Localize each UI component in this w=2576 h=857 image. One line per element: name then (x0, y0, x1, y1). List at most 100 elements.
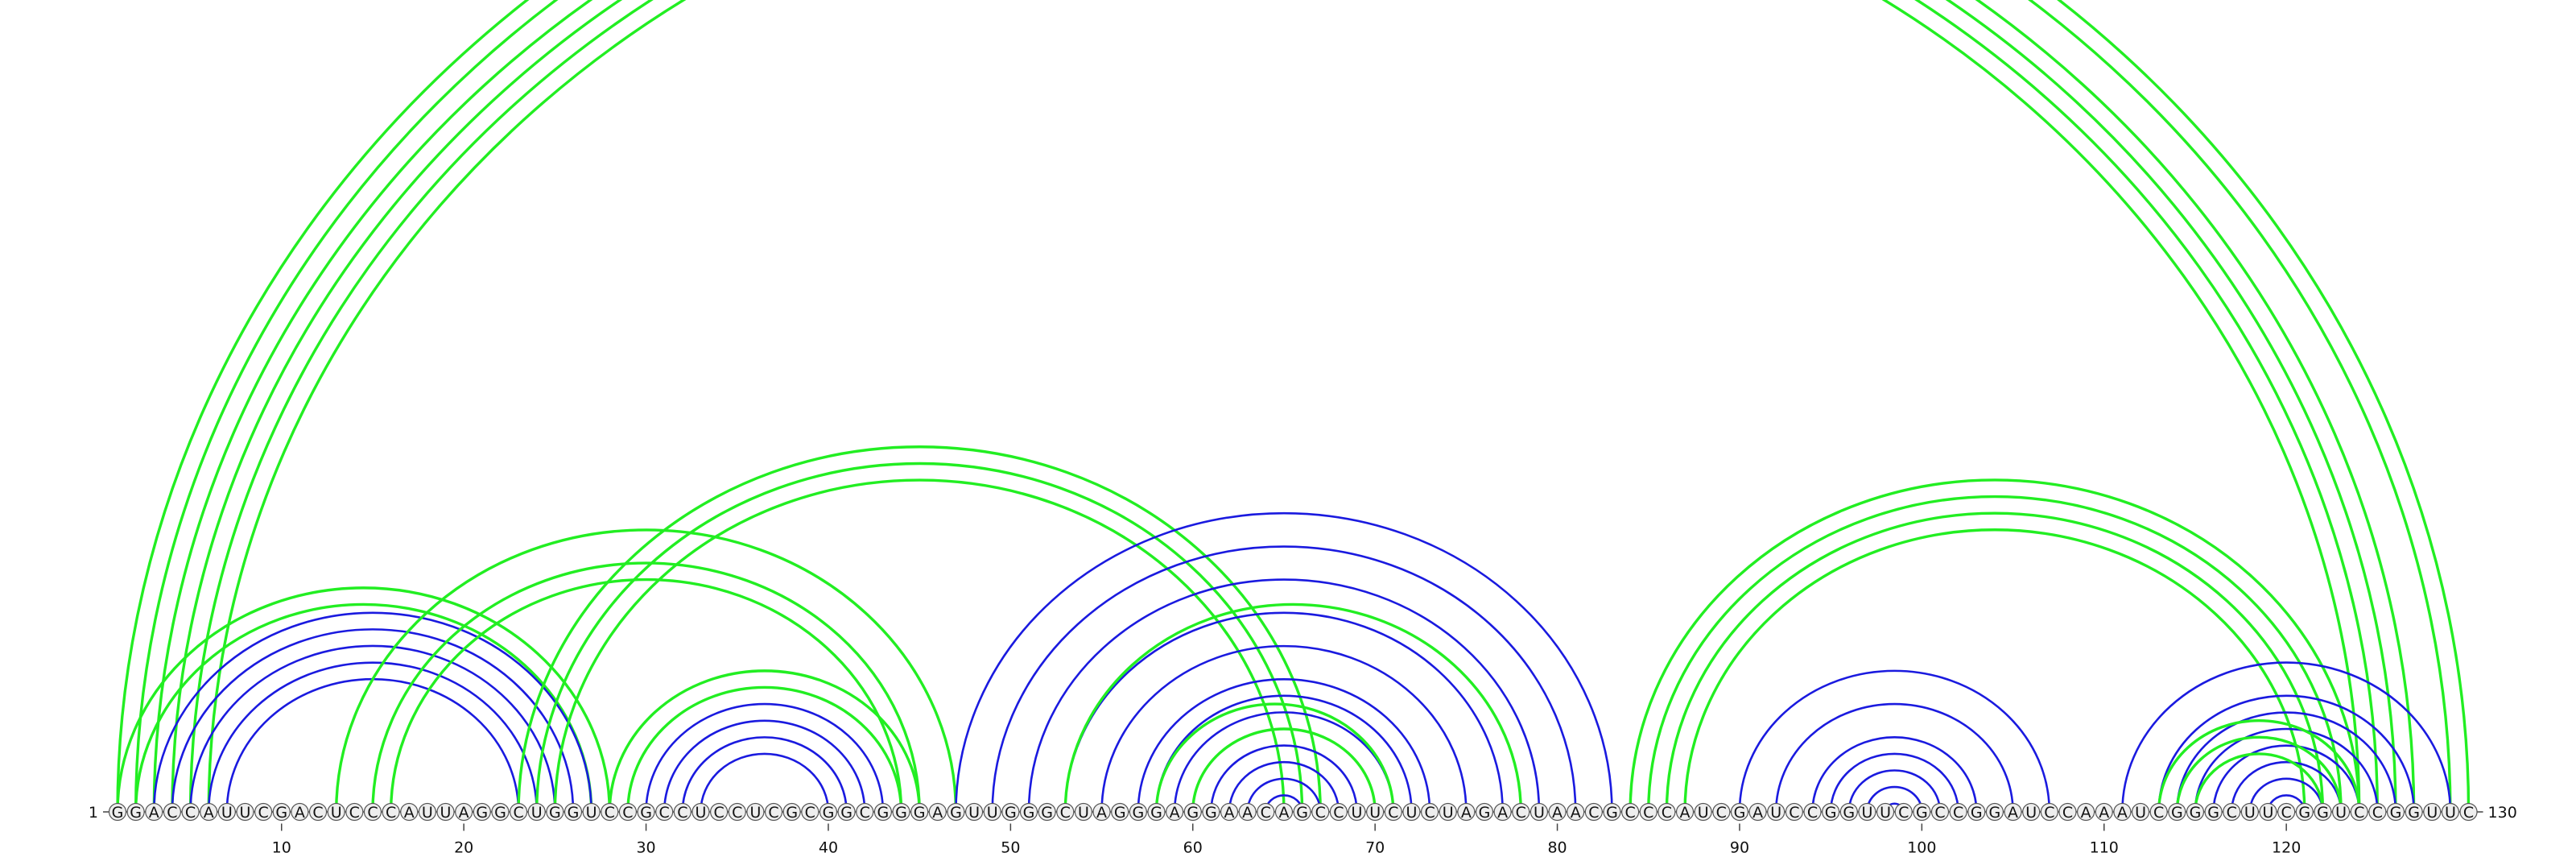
nucleotide-letter: C (1807, 804, 1818, 822)
nucleotide-19: U (436, 802, 455, 822)
nucleotide-letter: U (1861, 804, 1872, 822)
start-label: 1 (89, 804, 98, 822)
nucleotide-circle (473, 802, 491, 822)
nucleotide-circle (1238, 802, 1257, 822)
nucleotide-circle (163, 802, 182, 822)
nucleotide-letter: G (1187, 804, 1199, 822)
nucleotide-letter: A (149, 804, 159, 822)
base-pair-arc-47-83 (955, 511, 1613, 813)
nucleotide-letter: C (1934, 804, 1945, 822)
nucleotide-letter: U (1443, 804, 1454, 822)
nucleotide-10: G (272, 802, 291, 822)
nucleotide-15: C (363, 802, 382, 822)
base-pair-arc-16-44 (389, 578, 903, 813)
base-pair-arc-87-121 (1683, 528, 2306, 813)
base-pair-arc-1-28 (116, 586, 611, 813)
nucleotide-28: C (601, 802, 619, 822)
axis-tick-label: 70 (1365, 839, 1385, 857)
nucleotide-letter: U (987, 804, 998, 822)
nucleotide-letter: A (1680, 804, 1690, 822)
nucleotide-letter: A (1242, 804, 1253, 822)
nucleotide-letter: U (2135, 804, 2146, 822)
nucleotide-letter: A (1752, 804, 1763, 822)
nucleotide-29: C (618, 802, 638, 822)
nucleotide-104: G (1985, 802, 2004, 822)
nucleotide-circle (856, 802, 874, 822)
nucleotide-38: G (782, 802, 801, 822)
base-pair-arc-57-73 (1137, 677, 1431, 813)
nucleotide-circle (1166, 802, 1184, 822)
nucleotide-circle (1730, 802, 1749, 822)
base-pair-arc-118-122 (2248, 777, 2324, 813)
nucleotide-circle (1001, 802, 1020, 822)
nucleotide-letter: G (494, 804, 506, 822)
base-pair-arc-92-105 (1774, 702, 2014, 813)
nucleotide-71: C (1384, 802, 1402, 822)
nucleotide-circle (1894, 802, 1913, 822)
nucleotide-circle (873, 802, 892, 822)
nucleotide-letter: G (1916, 804, 1928, 822)
nucleotide-letter: U (1369, 804, 1381, 822)
nucleotide-letter: C (185, 804, 196, 822)
nucleotide-27: U (582, 802, 601, 822)
nucleotide-circle (964, 802, 984, 822)
nucleotide-26: G (564, 802, 583, 822)
nucleotide-11: A (291, 802, 309, 822)
nucleotide-letter: C (1898, 804, 1909, 822)
nucleotide-circle (236, 802, 254, 822)
nucleotide-letter: G (2298, 804, 2310, 822)
base-pair-arc-53-78 (1063, 602, 1522, 813)
nucleotide-1: G (108, 802, 127, 822)
nucleotide-circle (1603, 802, 1621, 822)
nucleotide-circle (746, 802, 765, 822)
nucleotide-circle (345, 802, 364, 822)
arcs-layer (116, 0, 2471, 813)
base-pair-arc-95-102 (1829, 752, 1959, 813)
nucleotide-letter: U (1352, 804, 1363, 822)
nucleotide-121: G (2295, 802, 2314, 822)
nucleotide-letter: A (295, 804, 305, 822)
nucleotide-letter: G (1989, 804, 2001, 822)
nucleotide-18: U (418, 802, 436, 822)
nucleotide-72: U (1402, 802, 1421, 822)
nucleotide-letter: G (786, 804, 798, 822)
nucleotide-circle (308, 802, 328, 822)
nucleotide-circle (2423, 802, 2442, 822)
nucleotide-circle (546, 802, 564, 822)
nucleotide-39: C (801, 802, 819, 822)
nucleotide-circle (1621, 802, 1640, 822)
base-pair-arc-117-123 (2230, 760, 2343, 813)
nucleotide-letter: C (1315, 804, 1326, 822)
nucleotide-letter: G (877, 804, 890, 822)
base-pair-arc-115-122 (2194, 752, 2325, 813)
nucleotide-letter: G (1971, 804, 1983, 822)
base-pair-arc-30-43 (645, 702, 885, 813)
nucleotide-circle (637, 802, 655, 822)
nucleotide-99: C (1894, 802, 1913, 822)
nucleotide-letter: A (1497, 804, 1508, 822)
nucleotide-circle (910, 802, 929, 822)
nucleotide-circle (1985, 802, 2004, 822)
nucleotide-letter: U (1698, 804, 1709, 822)
nucleotide-118: U (2240, 802, 2259, 822)
nucleotide-101: C (1930, 802, 1950, 822)
nucleotide-80: A (1548, 802, 1567, 822)
nucleotide-117: C (2223, 802, 2241, 822)
base-pair-arc-84-124 (1629, 478, 2361, 813)
nucleotide-41: G (837, 802, 856, 822)
nucleotide-66: G (1293, 802, 1311, 822)
nucleotide-95: G (1822, 802, 1840, 822)
nucleotide-circle (1949, 802, 1967, 822)
nucleotide-circle (2113, 802, 2132, 822)
nucleotide-circle (2259, 802, 2277, 822)
base-pair-arc-62-68 (1228, 760, 1340, 813)
nucleotide-43: G (873, 802, 892, 822)
nucleotide-89: C (1712, 802, 1731, 822)
nucleotide-32: C (673, 802, 691, 822)
nucleotide-circle (291, 802, 309, 822)
nucleotide-22: G (491, 802, 510, 822)
nucleotide-128: U (2423, 802, 2442, 822)
nucleotide-letter: G (568, 804, 580, 822)
nucleotide-letter: A (1571, 804, 1581, 822)
